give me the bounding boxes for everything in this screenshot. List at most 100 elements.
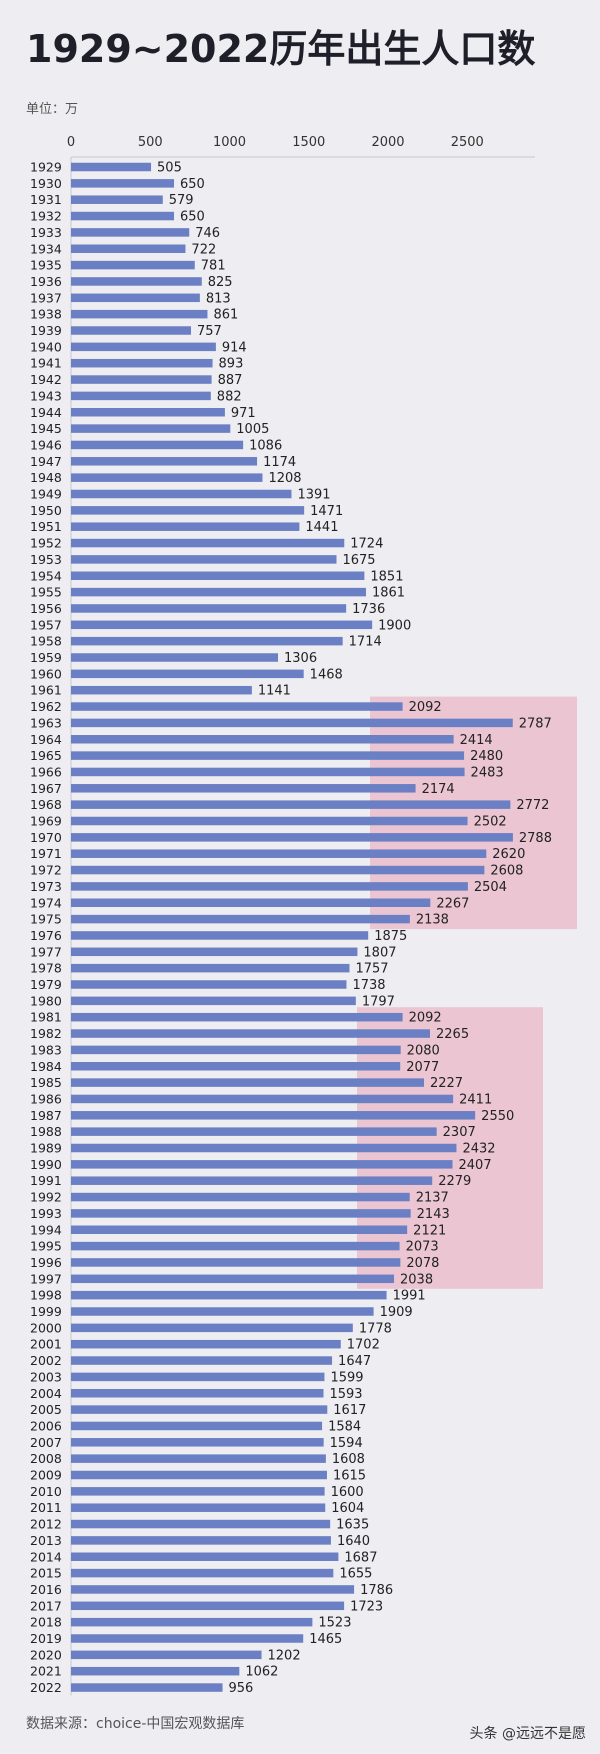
year-label: 1938 [30,307,62,322]
value-label: 579 [169,193,194,208]
year-label: 1970 [30,830,62,845]
x-tick-label: 1500 [292,135,325,150]
year-label: 1942 [30,372,62,387]
bar [71,1356,333,1365]
year-label: 1959 [30,650,62,665]
bar [71,1258,401,1267]
value-label: 757 [197,324,222,339]
bar [71,342,216,352]
value-label: 1724 [350,537,383,552]
value-label: 2265 [436,1027,469,1042]
value-label: 2550 [481,1109,514,1124]
year-label: 1998 [30,1288,62,1303]
year-label: 1952 [30,536,62,551]
bar [71,1487,325,1496]
value-label: 2038 [400,1272,433,1287]
bar [71,865,485,875]
value-label: 2077 [406,1060,439,1075]
bar [71,1062,401,1071]
value-label: 505 [157,161,182,176]
value-label: 1005 [236,422,269,437]
year-label: 1972 [30,863,62,878]
bar [71,996,356,1006]
bar [71,669,304,679]
bar [71,587,366,597]
year-label: 1979 [30,977,62,992]
unit-label: 单位：万 [26,102,79,117]
bar [71,195,163,204]
bar [71,1029,431,1038]
year-label: 2001 [30,1337,62,1352]
value-label: 2080 [407,1043,440,1058]
bar [71,1470,327,1480]
value-label: 1471 [310,504,343,519]
chart-title: 1929~2022历年出生人口数 [26,27,536,71]
year-label: 1958 [30,634,62,649]
value-label: 2227 [430,1076,463,1091]
year-label: 2009 [30,1468,62,1483]
bar [71,620,373,630]
value-label: 1391 [297,488,330,503]
value-label: 1702 [347,1338,380,1353]
bar [71,914,410,924]
bar [71,685,252,695]
bar [71,1160,453,1169]
bar [71,309,208,319]
year-label: 1974 [30,895,62,910]
bar [71,931,369,940]
bar [71,244,186,253]
bar [71,1683,223,1692]
bar [71,457,258,466]
bar [71,1634,304,1643]
value-label: 1635 [336,1518,369,1533]
year-label: 2002 [30,1353,62,1368]
bar [71,1323,353,1333]
year-label: 1977 [30,944,62,959]
bar [71,489,292,499]
bar [71,293,200,303]
bar [71,162,152,172]
value-label: 2092 [409,700,442,715]
value-label: 2411 [459,1092,492,1107]
bar [71,358,213,368]
bar [71,1389,324,1398]
year-label: 1956 [30,601,62,616]
bar [71,718,513,728]
value-label: 1604 [331,1501,364,1516]
year-label: 1951 [30,519,62,534]
year-label: 1930 [30,176,62,191]
value-label: 2279 [438,1174,471,1189]
bar [71,260,195,270]
year-label: 2022 [30,1680,62,1695]
year-label: 2003 [30,1369,62,1384]
value-label: 2121 [413,1223,446,1238]
bar [71,211,175,221]
year-label: 1941 [30,356,62,371]
bar [71,1094,454,1104]
year-label: 1993 [30,1206,62,1221]
x-tick-label: 2000 [371,135,404,150]
value-label: 1851 [370,569,403,584]
value-label: 1465 [309,1632,342,1647]
value-label: 1797 [362,994,395,1009]
value-label: 1655 [339,1567,372,1582]
bar [71,636,343,646]
year-label: 2020 [30,1647,62,1662]
year-label: 1971 [30,846,62,861]
value-label: 2608 [490,864,523,879]
year-label: 2006 [30,1418,62,1433]
value-label: 2480 [470,749,503,764]
value-label: 1736 [352,602,385,617]
year-label: 1943 [30,388,62,403]
year-label: 1961 [30,683,62,698]
year-label: 1948 [30,470,62,485]
bar [71,833,513,842]
bar [71,277,202,286]
bar [71,1666,240,1676]
year-label: 1950 [30,503,62,518]
year-label: 1932 [30,209,62,224]
year-label: 1957 [30,617,62,632]
value-label: 2307 [443,1125,476,1140]
year-label: 2018 [30,1615,62,1630]
